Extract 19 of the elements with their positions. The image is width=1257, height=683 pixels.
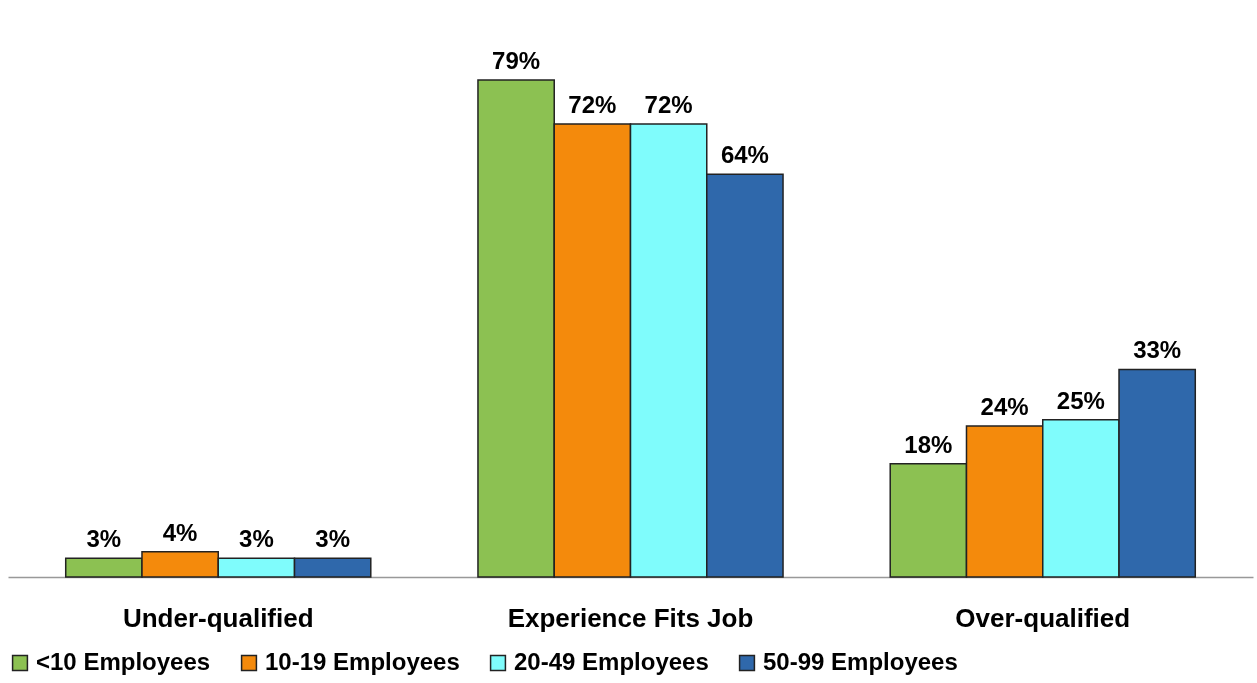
data-label: 72% bbox=[644, 91, 693, 119]
x-tick-label: Over-qualified bbox=[955, 602, 1131, 633]
data-label: 4% bbox=[162, 518, 198, 546]
data-label: 64% bbox=[720, 141, 769, 169]
data-label: 72% bbox=[568, 91, 617, 119]
data-label: 3% bbox=[239, 525, 274, 553]
data-label: 3% bbox=[86, 525, 122, 553]
x-tick-label: Under-qualified bbox=[122, 602, 314, 633]
data-label: 25% bbox=[1056, 386, 1105, 414]
legend-label: 20-49 Employees bbox=[514, 648, 709, 675]
legend-label: 50-99 Employees bbox=[763, 648, 958, 675]
legend-label: 10-19 Employees bbox=[265, 648, 460, 675]
legend-label: <10 Employees bbox=[36, 648, 211, 675]
data-label: 33% bbox=[1133, 336, 1182, 364]
data-label: 18% bbox=[904, 430, 953, 458]
data-label: 3% bbox=[315, 525, 350, 553]
data-label: 24% bbox=[980, 393, 1029, 421]
x-tick-label: Experience Fits Job bbox=[507, 602, 754, 633]
data-label: 79% bbox=[492, 47, 541, 74]
